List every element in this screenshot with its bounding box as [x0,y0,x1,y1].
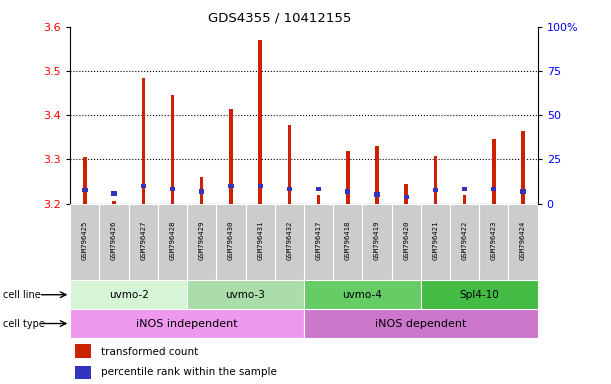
Bar [288,125,291,204]
Text: GSM796424: GSM796424 [520,221,526,260]
Bar [491,187,497,191]
Bar [199,189,204,194]
FancyBboxPatch shape [70,309,304,338]
Text: cell line: cell line [3,290,41,300]
Bar [317,195,320,204]
FancyBboxPatch shape [129,204,158,280]
Bar [229,184,233,188]
Bar [170,187,175,191]
FancyBboxPatch shape [421,204,450,280]
FancyBboxPatch shape [362,204,392,280]
FancyBboxPatch shape [70,204,100,280]
Text: transformed count: transformed count [101,347,198,357]
Text: GSM796420: GSM796420 [403,221,409,260]
Text: GSM796419: GSM796419 [374,221,380,260]
FancyBboxPatch shape [421,280,538,309]
Bar [141,184,146,188]
FancyBboxPatch shape [304,204,333,280]
Bar [229,109,233,204]
Bar [257,184,263,188]
Bar [346,151,349,204]
Bar [83,157,87,204]
Text: iNOS dependent: iNOS dependent [375,318,467,329]
FancyBboxPatch shape [100,204,129,280]
Text: Spl4-10: Spl4-10 [459,290,499,300]
Text: GSM796425: GSM796425 [82,221,88,260]
Bar [375,146,379,204]
Text: cell type: cell type [3,318,45,329]
Text: uvmo-4: uvmo-4 [342,290,382,300]
Bar [492,139,496,204]
Bar [142,78,145,204]
Bar [258,40,262,204]
FancyBboxPatch shape [450,204,479,280]
Bar [345,189,351,194]
Text: GSM796418: GSM796418 [345,221,351,260]
FancyBboxPatch shape [304,309,538,338]
Bar [75,344,91,358]
FancyBboxPatch shape [479,204,508,280]
Bar [375,192,379,197]
Bar [404,195,409,199]
FancyBboxPatch shape [304,280,421,309]
Bar [287,187,292,191]
Bar [200,177,203,204]
Text: uvmo-2: uvmo-2 [109,290,148,300]
FancyBboxPatch shape [216,204,246,280]
FancyBboxPatch shape [392,204,421,280]
Bar [463,195,466,204]
FancyBboxPatch shape [187,280,304,309]
Text: GSM796423: GSM796423 [491,221,497,260]
Bar [434,156,437,204]
Bar [521,131,525,204]
FancyBboxPatch shape [333,204,362,280]
FancyBboxPatch shape [70,280,187,309]
Bar [82,188,87,192]
Bar [433,188,438,192]
FancyBboxPatch shape [508,204,538,280]
FancyBboxPatch shape [246,204,275,280]
Bar [170,95,174,204]
Text: GSM796431: GSM796431 [257,221,263,260]
Bar [462,187,467,191]
Bar [316,187,321,191]
Text: percentile rank within the sample: percentile rank within the sample [101,367,277,377]
Bar [75,366,91,379]
FancyBboxPatch shape [158,204,187,280]
Text: GSM796428: GSM796428 [169,221,175,260]
Text: GSM796429: GSM796429 [199,221,205,260]
Text: GSM796422: GSM796422 [462,221,467,260]
FancyBboxPatch shape [187,204,216,280]
Bar [112,201,116,204]
Bar [111,191,117,195]
Text: uvmo-3: uvmo-3 [225,290,266,300]
Bar [404,184,408,204]
Text: GSM796421: GSM796421 [433,221,439,260]
Text: GSM796432: GSM796432 [287,221,293,260]
Text: GSM796417: GSM796417 [315,221,321,260]
FancyBboxPatch shape [275,204,304,280]
Text: GSM796426: GSM796426 [111,221,117,260]
Text: GSM796430: GSM796430 [228,221,234,260]
Text: iNOS independent: iNOS independent [136,318,238,329]
Text: GDS4355 / 10412155: GDS4355 / 10412155 [208,12,351,25]
Text: GSM796427: GSM796427 [141,221,146,260]
Bar [521,189,525,194]
